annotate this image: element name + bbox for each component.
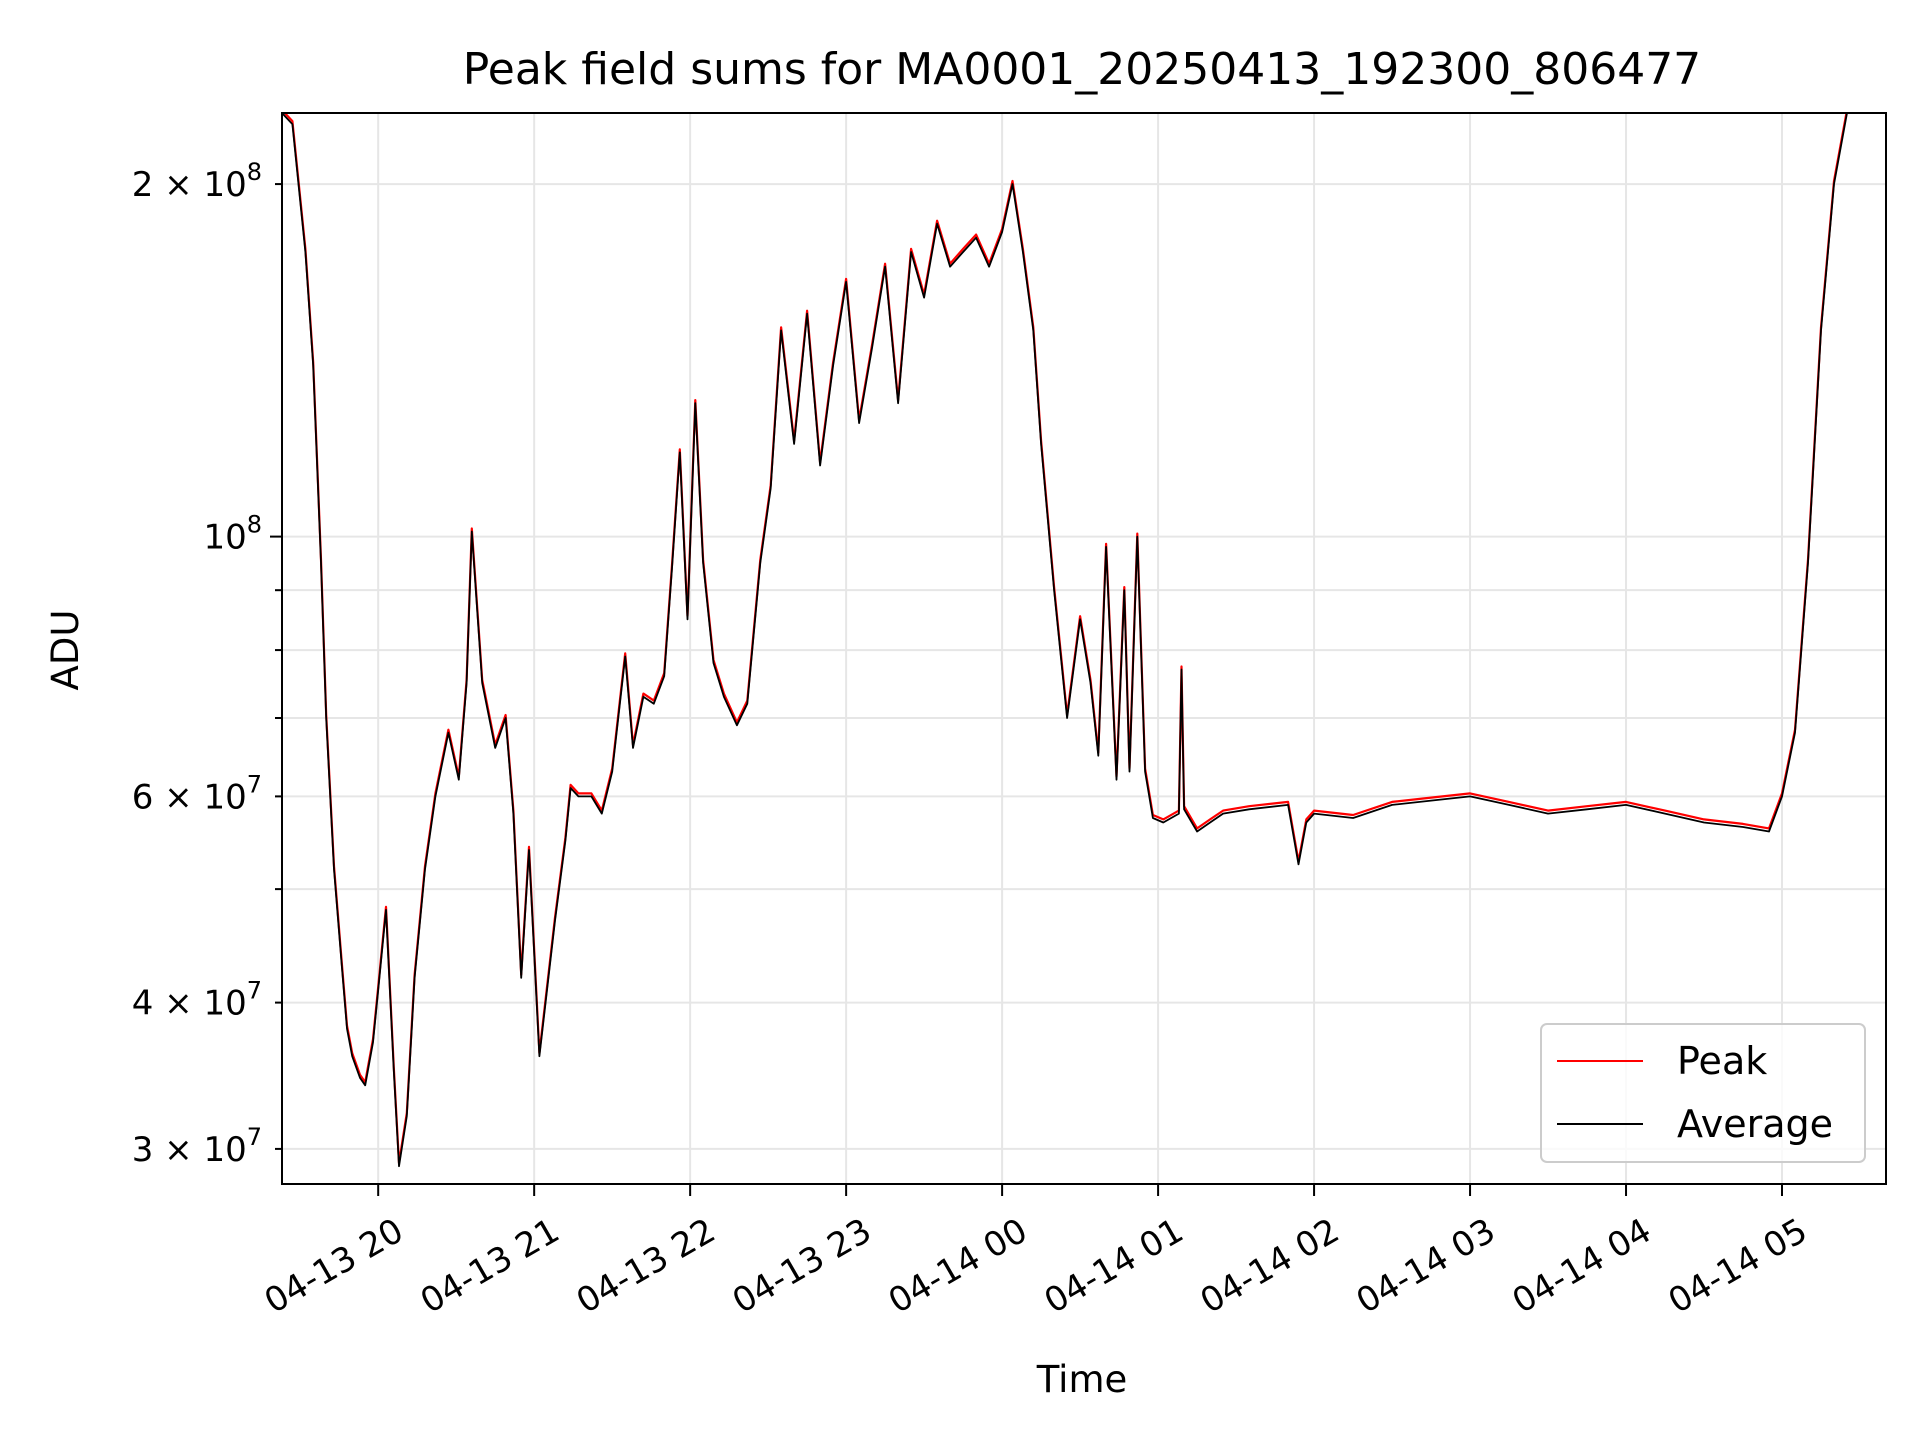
y-tick-label: 6 × 107	[132, 770, 262, 817]
series-line-average	[282, 113, 1860, 1168]
y-tick-base: 10	[203, 1130, 246, 1170]
y-tick-base: 10	[203, 984, 246, 1024]
y-tick-label: 108	[203, 511, 262, 558]
chart-title: Peak field sums for MA0001_20250413_1923…	[463, 44, 1701, 95]
y-tick-exponent: 7	[247, 1123, 262, 1151]
x-axis-title: Time	[1036, 1358, 1128, 1401]
grid-lines	[282, 113, 1886, 1184]
y-axis-title: ADU	[44, 610, 87, 691]
y-tick-label: 4 × 107	[132, 977, 262, 1024]
y-tick-base: 10	[203, 165, 246, 205]
y-tick-label: 3 × 107	[132, 1123, 262, 1170]
legend-box	[1540, 1023, 1866, 1163]
plot-frame	[281, 112, 1887, 1185]
y-tick-label: 2 × 108	[132, 158, 262, 205]
y-tick-mantissa: 4	[132, 984, 154, 1024]
y-tick-mantissa: 2	[132, 165, 154, 205]
y-tick-mantissa: 6	[132, 777, 154, 817]
y-tick-base: 10	[203, 777, 246, 817]
legend: Peak Average	[1540, 1023, 1866, 1163]
legend-label-peak: Peak	[1677, 1039, 1767, 1083]
y-tick-exponent: 8	[247, 158, 262, 186]
legend-label-average: Average	[1677, 1102, 1833, 1146]
y-tick-times-sign: ×	[153, 984, 203, 1024]
y-tick-times-sign: ×	[153, 165, 203, 205]
y-tick-times-sign: ×	[153, 777, 203, 817]
y-tick-exponent: 8	[247, 511, 262, 539]
y-tick-mantissa: 3	[132, 1130, 154, 1170]
series-lines	[282, 113, 1860, 1168]
y-tick-exponent: 7	[247, 770, 262, 798]
y-tick-base: 10	[203, 518, 246, 558]
y-tick-times-sign: ×	[153, 1130, 203, 1170]
y-tick-exponent: 7	[247, 977, 262, 1005]
